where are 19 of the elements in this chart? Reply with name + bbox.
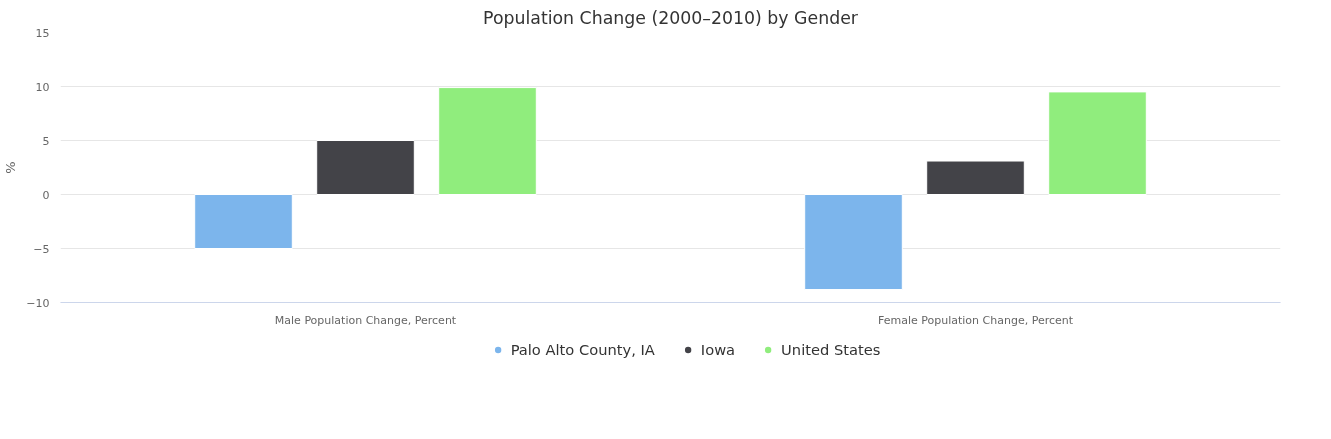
y-tick-label: −5 xyxy=(33,242,50,256)
bar xyxy=(438,87,537,195)
bar xyxy=(1048,91,1147,195)
y-tick-label: −10 xyxy=(26,296,50,310)
x-tick-label: Male Population Change, Percent xyxy=(274,313,457,327)
y-tick-label: 15 xyxy=(35,26,50,40)
bar xyxy=(194,194,293,249)
y-tick-label: 10 xyxy=(35,80,50,94)
legend-label: United States xyxy=(781,340,881,358)
legend-label: Iowa xyxy=(700,340,736,358)
y-tick-label: 0 xyxy=(42,188,50,202)
y-tick-label: 5 xyxy=(42,134,50,148)
x-tick-label: Female Population Change, Percent xyxy=(877,313,1074,327)
legend-label: Palo Alto County, IA xyxy=(510,340,655,358)
bar xyxy=(926,160,1025,195)
bar xyxy=(316,140,415,195)
y-axis-title: % xyxy=(3,161,19,174)
bar xyxy=(804,194,903,291)
chart-title: Population Change (2000–2010) by Gender xyxy=(483,7,859,28)
